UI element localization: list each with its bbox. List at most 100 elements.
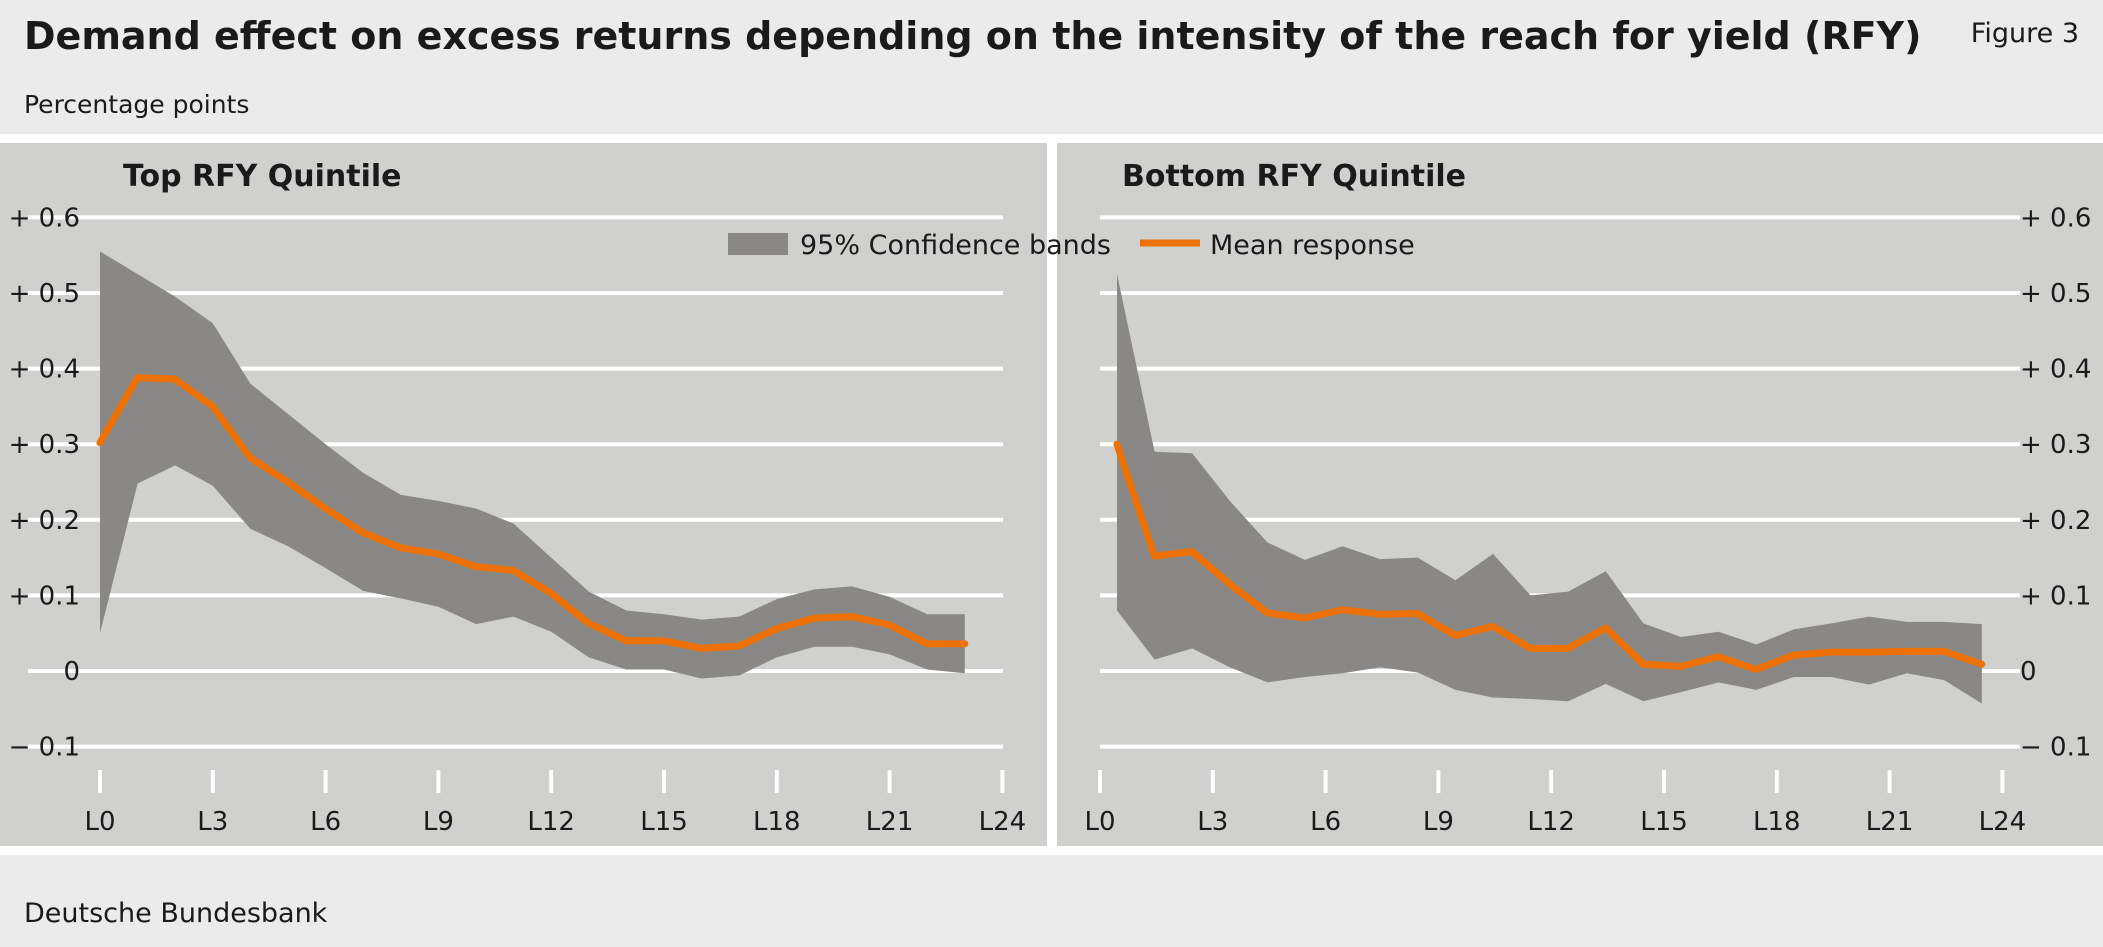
mean-response-point [549, 591, 554, 596]
mean-response-point [662, 638, 666, 643]
panel-bottom-rfy-quintile: Bottom RFY Quintile − 0.1 0 + 0.1 + 0.2 + 0.3… [1084, 159, 2091, 837]
mean-response-point [586, 621, 591, 626]
y-tick-label: + 0.4 [2020, 355, 2091, 385]
x-tick-label: L24 [1979, 807, 2027, 837]
panel-divider [1047, 143, 1057, 846]
mean-response-point [98, 440, 102, 445]
mean-response-point [850, 614, 854, 619]
y-tick-label: + 0.5 [9, 279, 80, 309]
mean-response-point [624, 638, 629, 643]
y-tick-label: + 0.1 [2020, 581, 2091, 611]
chart-subtitle: Percentage points [24, 90, 250, 119]
mean-response-point [1265, 610, 1270, 615]
mean-response-point [1716, 654, 1721, 659]
mean-response-point [436, 551, 441, 556]
mean-response-point [1829, 650, 1834, 655]
x-tick-label: L18 [753, 807, 801, 837]
mean-response-point [1641, 662, 1646, 667]
mean-response-point [925, 641, 930, 646]
legend-line-label: Mean response [1210, 230, 1415, 261]
x-tick-label: L12 [527, 807, 575, 837]
confidence-band [1117, 274, 1982, 704]
x-tick-label: L6 [1310, 807, 1341, 837]
y-tick-label: − 0.1 [9, 733, 80, 763]
mean-response-point [1453, 633, 1458, 638]
mean-response-point [210, 404, 215, 409]
mean-response-point [135, 375, 140, 380]
x-tick-label: L21 [866, 807, 914, 837]
legend-band-swatch [728, 233, 788, 255]
mean-response-point [1754, 667, 1759, 672]
mean-response-line [1113, 440, 1986, 673]
mean-response-point [1979, 662, 1984, 667]
confidence-band [100, 251, 965, 679]
mean-response-point [1378, 612, 1383, 617]
mean-response-point [1340, 607, 1345, 612]
x-tick-label: L24 [979, 807, 1027, 837]
mean-response-point [1566, 646, 1571, 651]
figure-label: Figure 3 [1970, 18, 2079, 49]
y-tick-label: + 0.2 [2020, 506, 2091, 536]
legend: 95% Confidence bands Mean response [728, 230, 1415, 261]
mean-response-point [361, 530, 366, 535]
mean-response-point [1679, 664, 1683, 669]
mean-response-point [1603, 625, 1608, 630]
mean-response-point [1415, 611, 1420, 616]
mean-response-point [398, 545, 403, 550]
mean-response-point [1528, 646, 1533, 651]
y-tick-label: + 0.6 [9, 203, 80, 233]
panel-title: Bottom RFY Quintile [1122, 159, 1466, 194]
y-tick-label: + 0.2 [9, 506, 80, 536]
mean-response-point [962, 641, 967, 646]
y-tick-label: − 0.1 [2020, 733, 2091, 763]
x-tick-label: L0 [1084, 807, 1115, 837]
y-tick-label: + 0.1 [9, 581, 80, 611]
y-tick-label: + 0.3 [2020, 430, 2091, 460]
y-tick-label: + 0.3 [9, 430, 80, 460]
mean-response-point [323, 506, 328, 511]
panel-top-rfy-quintile: Top RFY Quintile − 0.1 0 + 0.1 + 0.2 + 0.3 + 0… [9, 159, 1027, 837]
x-tick-label: L9 [1423, 807, 1454, 837]
x-tick-label: L0 [84, 807, 115, 837]
y-tick-label: + 0.4 [9, 355, 80, 385]
x-tick-label: L15 [1640, 807, 1688, 837]
chart-title: Demand effect on excess returns dependin… [24, 14, 1922, 58]
mean-response-point [511, 568, 516, 573]
mean-response-point [1904, 649, 1909, 654]
panel-title: Top RFY Quintile [123, 159, 402, 194]
x-tick-label: L9 [423, 807, 454, 837]
mean-response-point [1227, 582, 1232, 587]
x-tick-label: L15 [640, 807, 688, 837]
mean-response-point [1491, 624, 1495, 629]
mean-response-point [812, 616, 817, 621]
source-note: Deutsche Bundesbank [24, 898, 328, 929]
x-tick-label: L21 [1866, 807, 1914, 837]
y-tick-label: 0 [2020, 657, 2037, 687]
mean-response-point [248, 455, 253, 460]
mean-response-point [1942, 649, 1947, 654]
mean-response-point [1190, 549, 1195, 554]
mean-response-point [286, 480, 290, 484]
y-tick-label: + 0.6 [2020, 203, 2091, 233]
y-tick-label: 0 [63, 657, 80, 687]
panel-left-bg [0, 143, 1047, 846]
mean-response-point [173, 377, 178, 382]
x-tick-label: L6 [310, 807, 341, 837]
mean-response-point [774, 626, 779, 631]
mean-response-point [1867, 650, 1871, 655]
x-tick-label: L18 [1753, 807, 1801, 837]
mean-response-point [1115, 442, 1119, 447]
x-tick-label: L12 [1527, 807, 1575, 837]
legend-band-label: 95% Confidence bands [800, 230, 1111, 261]
mean-response-point [474, 564, 478, 569]
mean-response-point [1791, 653, 1796, 658]
mean-response-point [887, 622, 892, 627]
mean-response-point [699, 646, 704, 651]
panel-right-bg [1057, 143, 2103, 846]
mean-response-line [96, 374, 969, 652]
panel-bottom-band-white [0, 846, 2103, 855]
mean-response-point [737, 644, 742, 649]
x-tick-label: L3 [197, 807, 228, 837]
x-tick-label: L3 [1197, 807, 1228, 837]
